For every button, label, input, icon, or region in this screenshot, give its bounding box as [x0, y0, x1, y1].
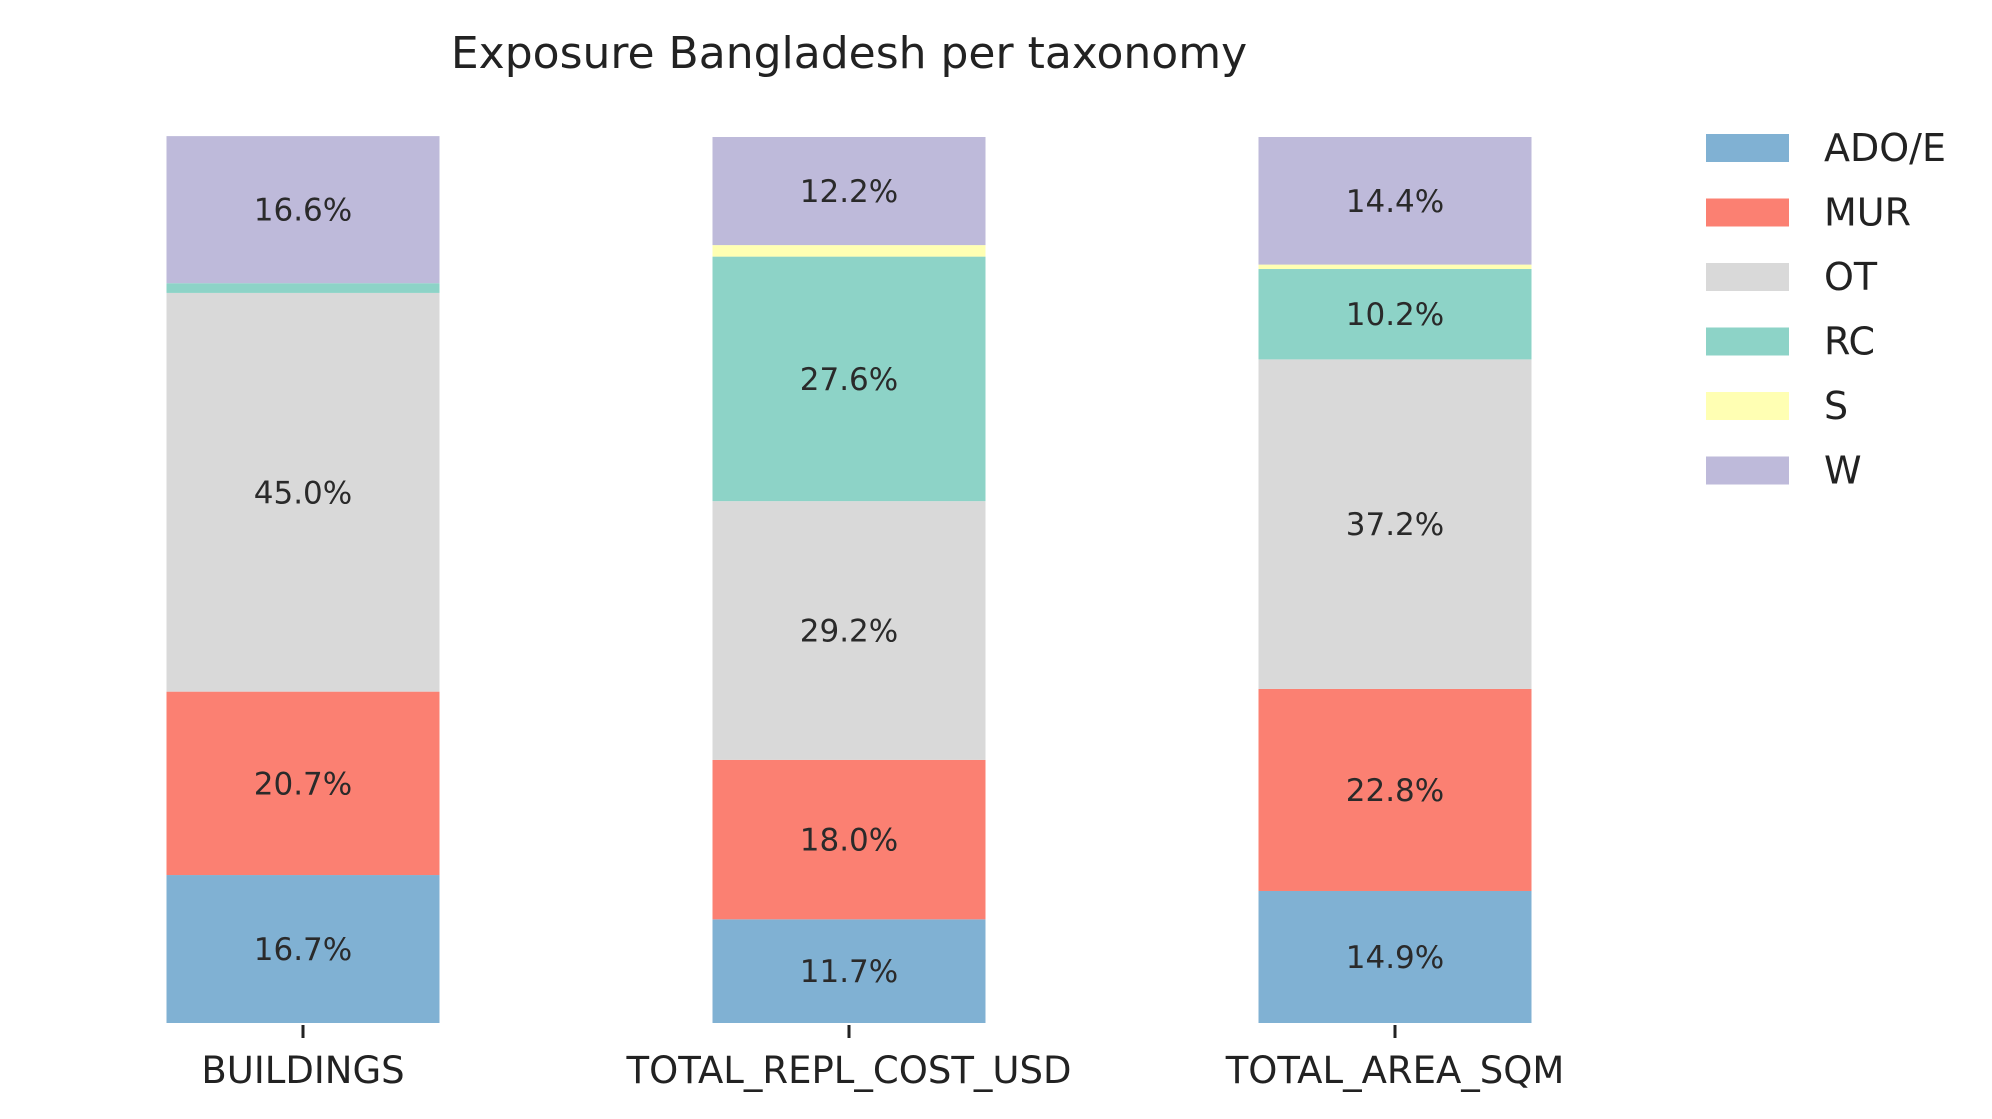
bar-segment-ot-2 — [712, 501, 986, 760]
bar-segment-w-3 — [1258, 137, 1532, 265]
bar-segment-rc-1 — [166, 283, 440, 293]
legend-label: W — [1824, 449, 1862, 493]
x-tick-label: TOTAL_REPL_COST_USD — [626, 1049, 1072, 1092]
data-label: 45.0% — [254, 475, 352, 511]
data-label: 10.2% — [1346, 297, 1444, 333]
bar-segment-mur-3 — [1258, 688, 1532, 891]
bar-segment-mur-1 — [166, 691, 440, 876]
x-tick-label: BUILDINGS — [201, 1049, 404, 1092]
legend-swatch-rc — [1706, 327, 1789, 356]
legend-label: RC — [1824, 320, 1875, 364]
legend-swatch-mur — [1706, 198, 1789, 227]
bar-segment-mur-2 — [712, 759, 986, 920]
legend-label: ADO/E — [1824, 126, 1946, 170]
bar-segment-s-3 — [1258, 264, 1532, 270]
data-label: 14.9% — [1346, 940, 1444, 976]
legend-label: OT — [1824, 255, 1878, 299]
legend-swatch-s — [1706, 392, 1789, 420]
x-axis: BUILDINGS TOTAL_REPL_COST_USD TOTAL_AREA_S… — [201, 1025, 1564, 1092]
legend-swatch-ot — [1706, 263, 1789, 291]
x-tick-label: TOTAL_AREA_SQM — [1225, 1049, 1565, 1092]
data-label: 18.0% — [800, 823, 898, 859]
data-label: 22.8% — [1346, 773, 1444, 809]
legend-label: S — [1824, 384, 1848, 428]
data-label: 20.7% — [254, 766, 352, 802]
bar-segment-rc-3 — [1258, 269, 1532, 360]
legend: ADO/E MUR OT RC SW — [1706, 126, 1946, 493]
data-label: 27.6% — [800, 362, 898, 398]
data-label: 16.7% — [254, 932, 352, 968]
bar-segment-rc-2 — [712, 256, 986, 502]
bar-segment-ado-e-2 — [712, 919, 986, 1023]
legend-label: MUR — [1824, 191, 1911, 235]
bar-segment-ot-1 — [166, 292, 440, 692]
data-label: 29.2% — [800, 614, 898, 650]
bar-segment-s-2 — [712, 245, 986, 257]
bars-group: 16.7% 20.7% 45.0% 16.6% 11.7% 18.0% 29.2% 27.6%… — [166, 136, 1532, 1023]
legend-swatch-w — [1706, 456, 1789, 485]
data-label: 11.7% — [800, 954, 898, 990]
bar-segment-ot-3 — [1258, 359, 1532, 689]
data-label: 14.4% — [1346, 184, 1444, 220]
bar-segment-w-2 — [712, 137, 986, 246]
legend-swatch-ado-e — [1706, 134, 1789, 162]
data-label: 16.6% — [254, 193, 352, 229]
bar-segment-w-1 — [166, 136, 440, 284]
data-label: 37.2% — [1346, 507, 1444, 543]
chart-title: Exposure Bangladesh per taxonomy — [451, 28, 1247, 79]
bar-segment-ado-e-1 — [166, 875, 440, 1023]
data-label: 12.2% — [800, 174, 898, 210]
bar-segment-ado-e-3 — [1258, 890, 1532, 1023]
